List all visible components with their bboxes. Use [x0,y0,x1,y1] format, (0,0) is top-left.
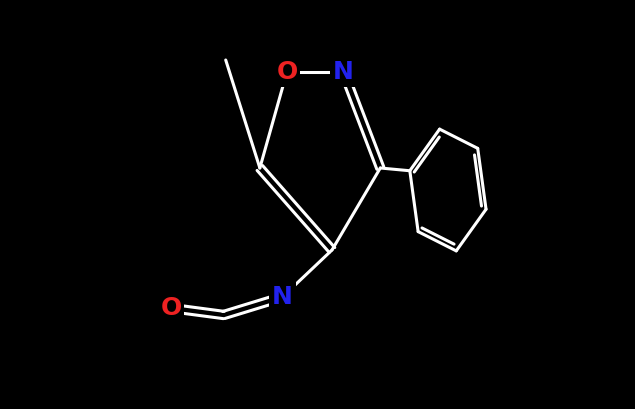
Text: N: N [333,60,354,84]
Text: O: O [276,60,298,84]
Text: O: O [161,296,182,320]
Text: N: N [272,285,293,309]
